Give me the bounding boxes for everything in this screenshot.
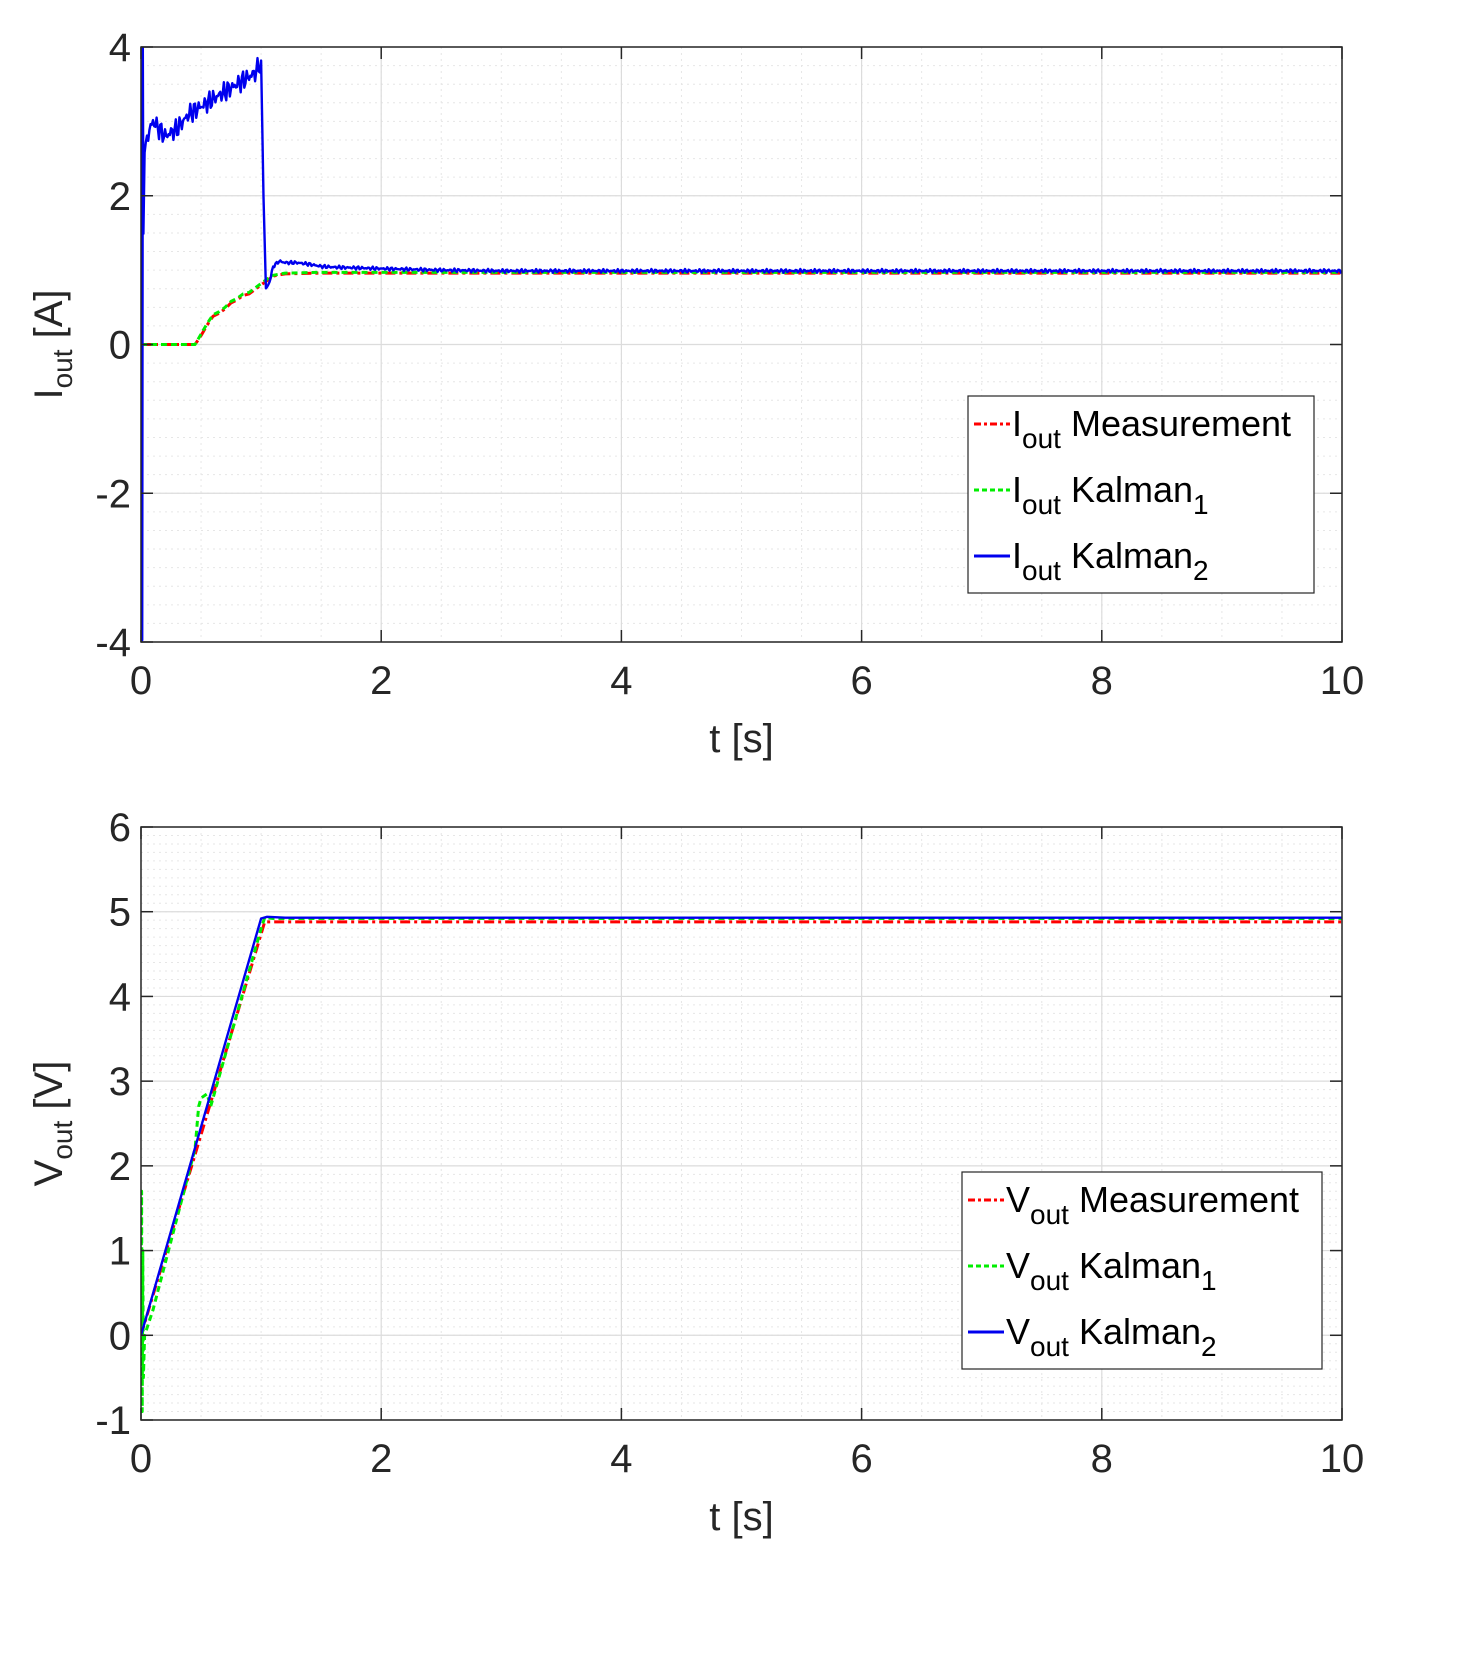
x-tick-label: 8: [1091, 1437, 1113, 1481]
legend-label-3: Vout Kalman2: [1006, 1311, 1217, 1362]
x-tick-label: 2: [370, 659, 392, 703]
x-axis-label: t [s]: [709, 1495, 773, 1539]
legend: Vout Measurement Vout Kalman1 Vout Kalman2: [961, 1171, 1323, 1370]
x-tick-label: 10: [1320, 1437, 1365, 1481]
x-axis-label: t [s]: [709, 717, 773, 761]
y-tick-label: 6: [109, 806, 131, 850]
tick-marks: [140, 46, 1343, 643]
x-tick-label: 8: [1091, 659, 1113, 703]
y-tick-label: 0: [109, 1314, 131, 1358]
y-tick-label: 1: [109, 1230, 131, 1274]
series-line-3: [141, 47, 1342, 642]
legend-label-2: Iout Kalman1: [1012, 469, 1209, 520]
series-group: [141, 47, 1342, 642]
legend-label-3: Iout Kalman2: [1012, 535, 1209, 586]
axes-box: [140, 826, 1343, 1421]
legend-label-2: Vout Kalman1: [1006, 1245, 1217, 1296]
legend-label-1: Iout Measurement: [1012, 403, 1291, 454]
y-tick-label: 2: [109, 175, 131, 219]
y-tick-label: 0: [109, 324, 131, 368]
y-axis-label: Vout [V]: [27, 1061, 78, 1187]
x-tick-label: 4: [610, 659, 632, 703]
y-tick-label: 4: [109, 975, 131, 1019]
y-axis-label: Iout [A]: [27, 289, 78, 399]
legend: Iout Measurement Iout Kalman1 Iout Kalman2: [967, 395, 1315, 594]
legend-label-1: Vout Measurement: [1006, 1179, 1299, 1230]
legend-box: [967, 395, 1315, 594]
x-tick-label: 4: [610, 1437, 632, 1481]
x-tick-label: 0: [130, 1437, 152, 1481]
series-line-3: [141, 915, 1342, 1336]
series-line-2: [141, 270, 1342, 346]
y-tick-label: 3: [109, 1060, 131, 1104]
y-tick-label: -4: [95, 621, 131, 665]
y-tick-label: -2: [95, 472, 131, 516]
x-tick-label: 6: [850, 659, 872, 703]
series-group: [141, 915, 1342, 1414]
y-tick-label: -1: [95, 1399, 131, 1443]
y-tick-label: 5: [109, 891, 131, 935]
tick-marks: [140, 826, 1343, 1421]
y-tick-label: 2: [109, 1145, 131, 1189]
x-tick-label: 6: [850, 1437, 872, 1481]
x-tick-label: 10: [1320, 659, 1365, 703]
x-tick-label: 2: [370, 1437, 392, 1481]
legend-box: [961, 1171, 1323, 1370]
y-tick-label: 4: [109, 26, 131, 70]
x-tick-label: 0: [130, 659, 152, 703]
current-chart: 0 2 4 6 8 10 -4 -2 0 2 4 t [s] Iout [A] Iout Measurem…: [27, 26, 1364, 761]
